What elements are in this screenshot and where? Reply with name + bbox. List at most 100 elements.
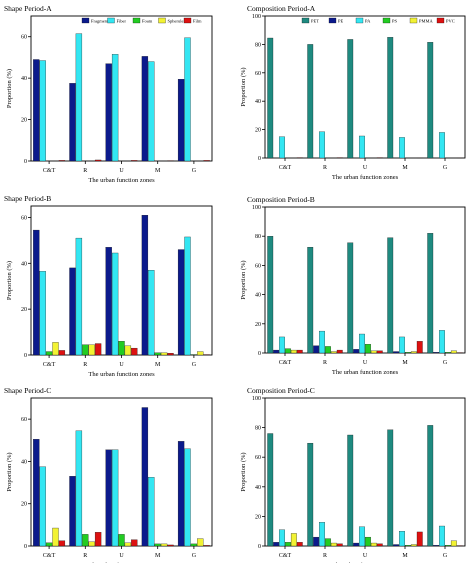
legend-swatch-fiber (108, 18, 115, 23)
x-tick-label: R (323, 165, 327, 171)
bar-pa-ct (279, 137, 285, 158)
bar-pa-g (439, 132, 445, 158)
bar-pe-g (433, 545, 439, 546)
panel-title: Composition Period-A (247, 4, 316, 13)
bar-pvc-r (337, 544, 343, 546)
bar-pmma-m (411, 352, 417, 353)
legend-swatch-fragment (82, 18, 89, 23)
bar-pvc-m (417, 341, 423, 353)
legend-swatch-pe (329, 18, 336, 23)
bar-film-m (168, 545, 174, 546)
plot-frame (265, 207, 465, 353)
bar-fragment-r (70, 268, 76, 355)
bar-fiber-g (185, 38, 191, 161)
y-tick-label: 60 (255, 263, 261, 269)
bar-foam-m (155, 544, 161, 546)
panel-title: Shape Period-A (4, 4, 52, 13)
bar-pe-u (353, 349, 359, 353)
x-tick-label: M (155, 168, 161, 174)
bar-spherule-ct (53, 528, 59, 546)
bar-fiber-m (148, 270, 154, 355)
legend-label-fiber: Fiber (117, 19, 127, 24)
plot-frame (265, 398, 465, 546)
x-tick-label: M (402, 360, 408, 366)
bar-foam-m (155, 353, 161, 355)
bar-foam-ct (46, 543, 52, 546)
legend-label-pa: PA (365, 19, 371, 24)
bar-fiber-ct (40, 467, 46, 546)
y-tick-label: 60 (255, 455, 261, 461)
y-tick-label: 80 (255, 426, 261, 432)
bar-film-m (168, 353, 174, 355)
x-tick-label: M (402, 165, 408, 171)
bar-fragment-g (178, 441, 184, 546)
y-tick-label: 60 (255, 71, 261, 77)
y-tick-label: 0 (24, 544, 27, 550)
y-axis-label: Proportion (%) (6, 69, 13, 108)
bar-spherule-r (89, 345, 95, 355)
y-tick-label: 40 (21, 76, 27, 82)
bar-pa-ct (279, 337, 285, 353)
y-tick-label: 40 (21, 261, 27, 267)
bar-film-g (204, 160, 210, 161)
bar-fragment-u (106, 450, 112, 546)
bar-fiber-g (185, 449, 191, 546)
y-tick-label: 60 (21, 417, 27, 423)
bar-pa-u (359, 334, 365, 353)
y-tick-label: 20 (21, 502, 27, 508)
bar-pa-r (319, 331, 325, 353)
bar-fiber-u (112, 253, 118, 355)
bar-pet-m (388, 37, 394, 158)
bar-fragment-r (70, 476, 76, 546)
legend-swatch-film (184, 18, 191, 23)
bar-fiber-g (185, 237, 191, 355)
bar-pa-r (319, 522, 325, 546)
bar-pet-u (348, 435, 354, 546)
bar-pmma-g (451, 351, 457, 353)
bar-pet-g (428, 42, 434, 158)
bar-pmma-r (331, 352, 337, 353)
legend-swatch-pet (302, 18, 309, 23)
y-tick-label: 80 (255, 234, 261, 240)
x-axis-label: The urban function zones (88, 371, 155, 378)
legend-label-pet: PET (311, 19, 319, 24)
bar-film-r (95, 344, 101, 355)
x-tick-label: U (363, 165, 368, 171)
x-tick-label: M (155, 553, 161, 559)
bar-pe-m (393, 352, 399, 353)
bar-fragment-m (142, 56, 148, 161)
y-tick-label: 40 (255, 99, 261, 105)
bar-film-ct (59, 350, 65, 355)
x-tick-label: G (443, 165, 448, 171)
bar-fragment-ct (33, 60, 39, 162)
x-tick-label: U (119, 553, 124, 559)
bar-pet-m (388, 430, 394, 546)
bar-fiber-u (112, 54, 118, 161)
x-tick-label: R (323, 553, 327, 559)
x-tick-label: C&T (279, 360, 292, 366)
bar-pet-ct (268, 38, 274, 158)
bar-pet-r (308, 443, 314, 546)
bar-pa-r (319, 132, 325, 158)
x-axis-label: The urban function zones (332, 369, 399, 376)
bar-fragment-u (106, 247, 112, 355)
bar-spherule-m (161, 353, 167, 355)
y-tick-label: 0 (24, 159, 27, 165)
bar-fragment-r (70, 83, 76, 161)
bar-fiber-r (76, 431, 82, 546)
x-tick-label: G (192, 362, 197, 368)
bar-pmma-ct (291, 350, 297, 353)
x-tick-label: C&T (279, 165, 292, 171)
bar-ps-u (365, 344, 371, 353)
bar-pet-u (348, 39, 354, 158)
x-tick-label: C&T (43, 362, 56, 368)
y-tick-label: 20 (255, 514, 261, 520)
x-tick-label: G (192, 168, 197, 174)
x-tick-label: R (83, 362, 87, 368)
bar-ps-u (365, 537, 371, 546)
bar-pvc-ct (297, 350, 303, 353)
